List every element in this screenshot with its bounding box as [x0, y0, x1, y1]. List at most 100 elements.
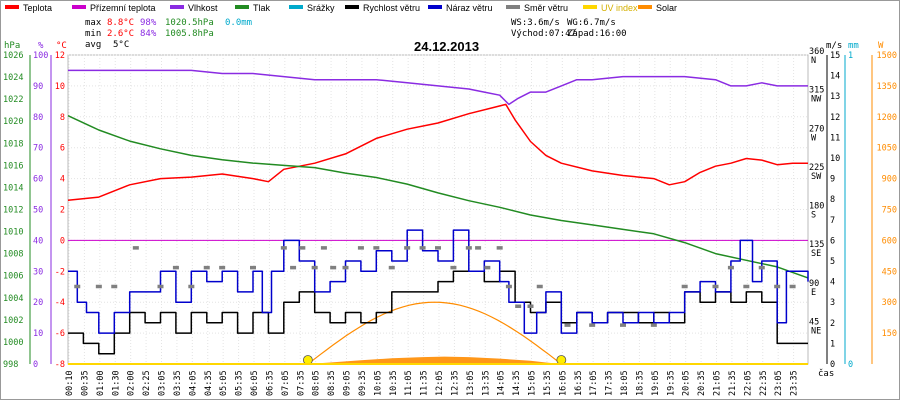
legend-label: Solar	[656, 3, 677, 13]
legend-label: Rychlost větru	[363, 3, 420, 13]
legend-label: Srážky	[307, 3, 335, 13]
solar-tick-label: 450	[882, 267, 897, 277]
wind-direction-point	[650, 323, 657, 327]
wind-direction-point	[250, 265, 256, 270]
solar-tick-label: 300	[882, 298, 897, 308]
wind-direction-point	[330, 265, 337, 270]
x-tick-label: 13:05	[466, 370, 476, 396]
plot-area: 00:10 00:35 01:00 01:30 02:00 02:25 03:05 03:35…	[3, 47, 897, 396]
solar-series-area	[307, 356, 562, 364]
humidity-tick-label: 80	[33, 113, 43, 123]
x-tick-label: 19:35	[666, 370, 676, 396]
legend-swatch	[235, 5, 249, 9]
pressure-tick-label: 1026	[3, 51, 23, 61]
stats-avg-temp: 5°C	[113, 40, 129, 50]
direction-tick-name: E	[811, 288, 816, 298]
direction-tick-value: 135	[809, 240, 824, 250]
sunrise-time: Východ:07:47	[511, 29, 576, 39]
wind-direction-point	[320, 246, 327, 250]
humidity-tick-label: 70	[33, 144, 43, 154]
x-tick-label: 10:35	[389, 370, 399, 396]
wind-speed-unit: m/s	[826, 41, 842, 51]
x-tick-label: 05:35	[235, 370, 245, 396]
x-tick-label: 18:35	[635, 370, 645, 396]
series-line-rychlost-v-tru	[68, 270, 808, 355]
wind-speed-avg: WS:3.6m/s	[511, 18, 560, 28]
direction-tick-name: SW	[811, 172, 822, 182]
wind-direction-point	[727, 265, 734, 270]
wind-speed-tick-label: 1	[830, 339, 835, 349]
legend-label: UV index	[601, 3, 638, 13]
wind-speed-tick-label: 13	[830, 92, 840, 102]
pressure-unit: hPa	[4, 41, 20, 51]
wind-direction-point	[132, 246, 139, 250]
wind-direction-point	[475, 246, 482, 250]
temperature-tick-label: 12	[55, 51, 65, 61]
wind-speed-tick-label: 0	[830, 360, 835, 370]
x-tick-label: 07:35	[296, 370, 306, 396]
x-tick-label: 20:35	[697, 370, 707, 396]
solar-tick-label: 1500	[877, 51, 897, 61]
rain-tick-label: 0	[848, 360, 853, 370]
humidity-tick-label: 90	[33, 82, 43, 92]
direction-tick-value: 180	[809, 202, 824, 212]
wind-direction-point	[620, 323, 626, 327]
legend-swatch	[72, 5, 86, 9]
temperature-tick-label: 0	[60, 236, 65, 246]
stats-max-label: max	[85, 18, 102, 28]
x-tick-label: 02:00	[127, 370, 137, 396]
solar-tick-label: 600	[882, 236, 897, 246]
pressure-tick-label: 1014	[3, 183, 23, 193]
wind-direction-point	[774, 284, 781, 289]
pressure-tick-label: 1010	[3, 228, 23, 238]
legend-swatch	[428, 5, 442, 9]
x-tick-label: 10:05	[373, 370, 383, 396]
series-line-n-raz-v-tru	[68, 229, 809, 334]
humidity-tick-label: 40	[33, 236, 43, 246]
humidity-tick-label: 100	[33, 51, 48, 61]
stats-max-pressure: 1020.5hPa	[165, 18, 214, 28]
solar-unit: W	[878, 41, 884, 51]
pressure-tick-label: 1012	[3, 206, 23, 216]
legend-label: Teplota	[23, 3, 52, 13]
stats-min-humidity: 84%	[140, 29, 157, 39]
pressure-tick-label: 998	[3, 360, 18, 370]
pressure-tick-label: 1000	[3, 338, 23, 348]
legend-swatch	[583, 5, 597, 9]
x-tick-label: 15:05	[528, 370, 538, 396]
wind-direction-point	[219, 265, 226, 270]
wind-direction-point	[536, 284, 543, 289]
stats-max-humidity: 98%	[140, 18, 157, 28]
wind-direction-point	[564, 323, 571, 327]
legend-swatch	[170, 5, 184, 9]
wind-speed-tick-label: 7	[830, 216, 835, 226]
stats-max-rain: 0.0mm	[225, 18, 252, 28]
x-tick-label: 03:05	[158, 370, 168, 396]
wind-speed-tick-label: 11	[830, 133, 840, 143]
wind-direction-point	[712, 284, 719, 289]
wind-direction-point	[527, 304, 534, 308]
direction-tick-name: S	[811, 211, 816, 221]
legend-swatch	[638, 5, 652, 9]
direction-tick-value: 270	[809, 124, 824, 134]
wind-direction-point	[111, 284, 118, 289]
pressure-tick-label: 1006	[3, 272, 23, 282]
wind-direction-point	[188, 284, 195, 289]
legend-swatch	[506, 5, 520, 9]
wind-direction-point	[515, 304, 522, 308]
wind-direction-point	[404, 246, 411, 250]
pressure-tick-label: 1004	[3, 294, 23, 304]
wind-speed-tick-label: 9	[830, 175, 835, 185]
series-line-teplota	[67, 103, 808, 201]
wind-speed-tick-label: 2	[830, 319, 835, 329]
x-tick-label: 22:05	[743, 370, 753, 396]
rain-tick-label: 1	[848, 51, 853, 61]
wind-speed-tick-label: 5	[830, 257, 835, 267]
x-tick-label: 19:05	[651, 370, 661, 396]
wind-direction-point	[373, 246, 380, 250]
x-tick-label: 15:35	[543, 370, 553, 396]
stats-min-label: min	[85, 29, 101, 39]
wind-direction-point	[505, 284, 512, 289]
legend-swatch	[289, 5, 303, 9]
humidity-tick-label: 30	[33, 267, 43, 277]
